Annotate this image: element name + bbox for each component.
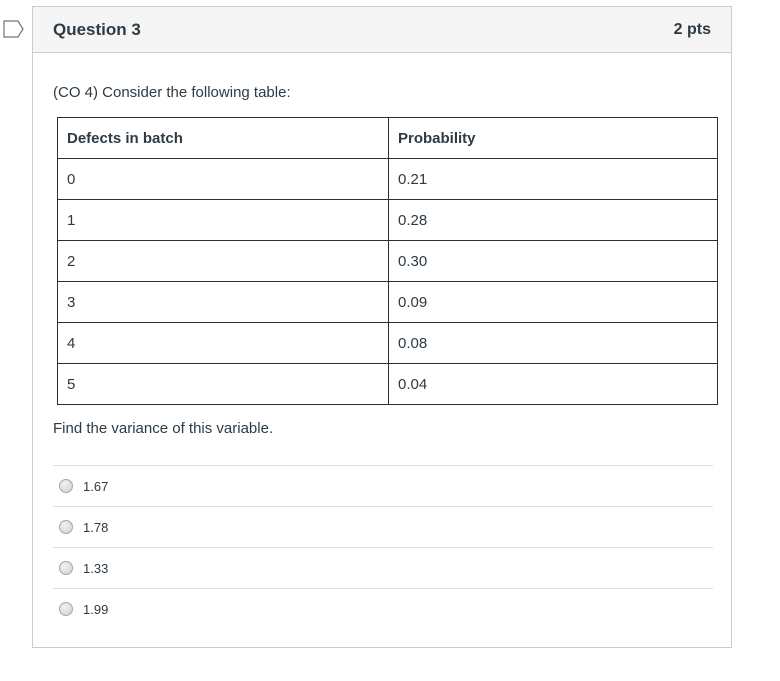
table-row: 4 0.08	[57, 322, 718, 364]
table-cell: 0.04	[388, 363, 718, 405]
answer-option[interactable]: 1.67	[53, 465, 713, 506]
table-row: 0 0.21	[57, 158, 718, 200]
probability-table: Defects in batch Probability 0 0.21 1 0.28 2…	[57, 117, 718, 405]
table-cell: 0	[57, 158, 389, 200]
table-cell: 3	[57, 281, 389, 323]
question-prompt: Find the variance of this variable.	[53, 420, 274, 437]
radio-button[interactable]	[59, 602, 73, 616]
answer-label: 1.78	[83, 519, 109, 535]
question-points: 2 pts	[673, 20, 711, 38]
table-cell: 0.08	[388, 322, 718, 364]
answer-label: 1.67	[83, 478, 109, 494]
answer-option[interactable]: 1.99	[53, 588, 713, 629]
table-row: 5 0.04	[57, 363, 718, 405]
table-row: 2 0.30	[57, 240, 718, 282]
radio-button[interactable]	[59, 479, 73, 493]
table-row: 3 0.09	[57, 281, 718, 323]
radio-button[interactable]	[59, 561, 73, 575]
column-header: Probability	[388, 117, 718, 159]
answer-label: 1.99	[83, 601, 109, 617]
answer-option[interactable]: 1.33	[53, 547, 713, 588]
question-card: Question 3 2 pts (CO 4) Consider the fol…	[32, 6, 732, 648]
answer-label: 1.33	[83, 560, 109, 576]
question-intro: (CO 4) Consider the following table:	[53, 84, 291, 101]
table-cell: 0.30	[388, 240, 718, 282]
table-cell: 0.09	[388, 281, 718, 323]
table-cell: 0.21	[388, 158, 718, 200]
answer-option[interactable]: 1.78	[53, 506, 713, 547]
bookmark-flag-icon[interactable]	[3, 20, 25, 38]
table-cell: 2	[57, 240, 389, 282]
table-cell: 4	[57, 322, 389, 364]
table-cell: 5	[57, 363, 389, 405]
question-title: Question 3	[53, 19, 141, 39]
column-header: Defects in batch	[57, 117, 389, 159]
question-header: Question 3 2 pts	[33, 7, 731, 53]
table-row: 1 0.28	[57, 199, 718, 241]
answer-list: 1.67 1.78 1.33 1.99	[53, 465, 713, 629]
table-cell: 1	[57, 199, 389, 241]
table-cell: 0.28	[388, 199, 718, 241]
table-header-row: Defects in batch Probability	[57, 117, 718, 159]
radio-button[interactable]	[59, 520, 73, 534]
